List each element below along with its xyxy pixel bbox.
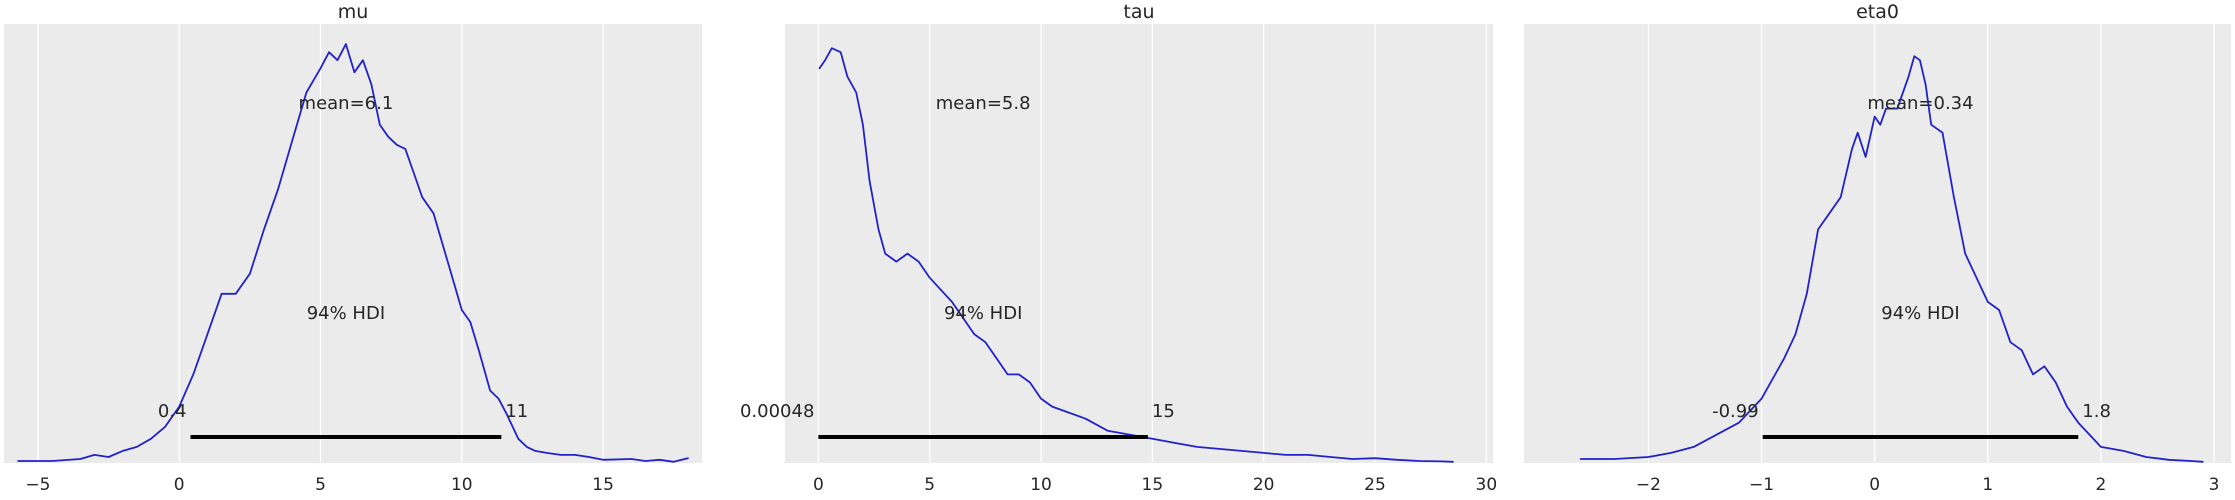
density-line	[17, 43, 689, 463]
density-line	[1579, 55, 2204, 463]
mean-annotation: mean=0.34	[1867, 93, 1973, 114]
x-tick-label: −2	[1636, 475, 1661, 495]
x-tick-label: −1	[1749, 475, 1774, 495]
x-tick-label: 2	[2095, 475, 2106, 495]
plot-area-eta0	[1524, 24, 2231, 463]
x-tick-label: 10	[451, 475, 473, 495]
x-tick-label: 20	[1253, 475, 1275, 495]
chart-title: tau	[1123, 1, 1154, 23]
x-tick-label: 30	[1476, 475, 1498, 495]
plot-area-mu	[4, 24, 702, 463]
hdi-label: 94% HDI	[944, 303, 1022, 324]
mean-annotation: mean=5.8	[936, 93, 1031, 114]
x-tick-label: 5	[924, 475, 935, 495]
x-tick-label: 15	[1142, 475, 1164, 495]
hdi-low-label: 0.4	[158, 401, 187, 422]
x-tick-label: 0	[813, 475, 824, 495]
hdi-label: 94% HDI	[307, 303, 385, 324]
plot-area-tau	[785, 24, 1493, 463]
hdi-low-label: -0.99	[1712, 401, 1759, 422]
hdi-low-label: 0.00048	[740, 401, 814, 422]
x-tick-label: 10	[1030, 475, 1052, 495]
x-tick-label: −5	[25, 475, 50, 495]
x-tick-label: 5	[315, 475, 326, 495]
hdi-high-label: 11	[505, 401, 528, 422]
x-tick-label: 0	[1869, 475, 1880, 495]
density-line	[818, 47, 1454, 463]
hdi-label: 94% HDI	[1881, 303, 1959, 324]
x-tick-label: 3	[2209, 475, 2220, 495]
x-tick-label: 25	[1364, 475, 1386, 495]
x-tick-label: 0	[174, 475, 185, 495]
x-tick-label: 1	[1982, 475, 1993, 495]
hdi-high-label: 1.8	[2082, 401, 2111, 422]
hdi-high-label: 15	[1152, 401, 1175, 422]
mean-annotation: mean=6.1	[299, 93, 394, 114]
x-tick-label: 15	[592, 475, 614, 495]
chart-title: mu	[338, 1, 369, 23]
chart-title: eta0	[1856, 1, 1899, 23]
